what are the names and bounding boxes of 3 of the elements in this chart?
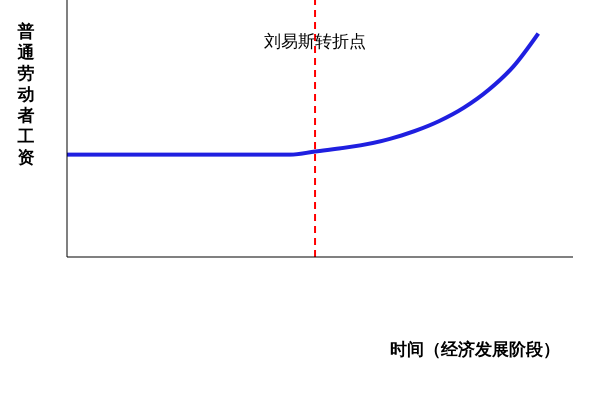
annotation: 刘易斯转折点 (264, 32, 366, 52)
x-axis-title: 时间（经济发展阶段） (390, 339, 560, 361)
y-axis-title: 普通劳动者工资 (16, 22, 36, 169)
